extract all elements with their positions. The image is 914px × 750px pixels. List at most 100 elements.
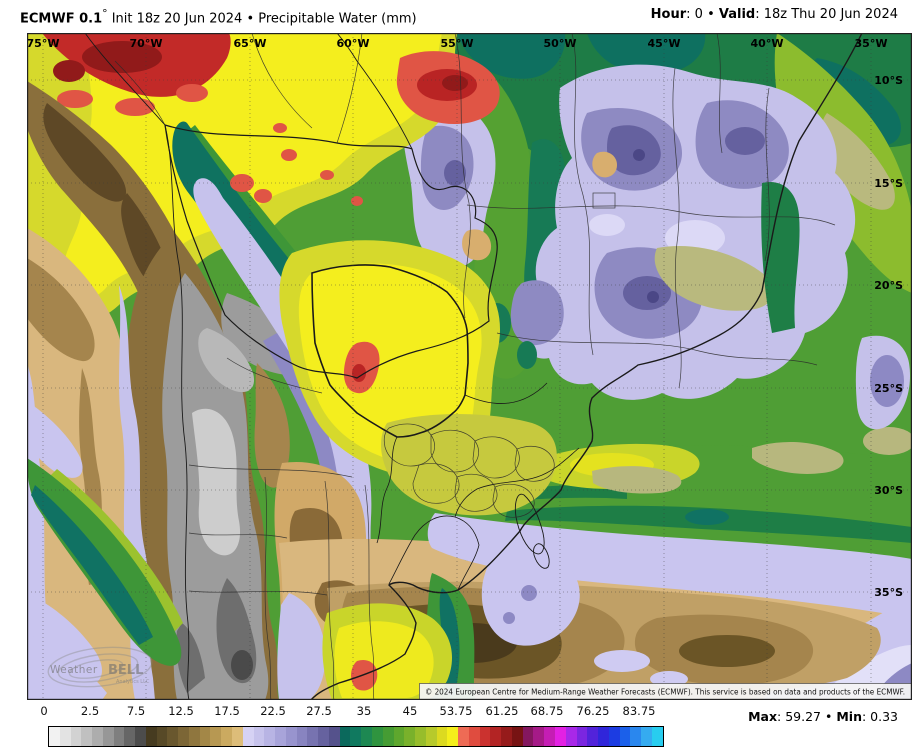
colorbar-swatch: [232, 727, 243, 746]
colorbar-tick-label: 22.5: [260, 704, 286, 718]
copyright-strip: © 2024 European Centre for Medium-Range …: [419, 683, 912, 700]
colorbar-tick-label: 12.5: [168, 704, 194, 718]
colorbar-tick-label: 83.75: [622, 704, 656, 718]
colorbar-swatch: [447, 727, 459, 746]
min-label: Min: [836, 709, 862, 724]
colorbar-swatch: [608, 727, 620, 746]
colorbar-swatch: [221, 727, 233, 746]
colorbar-swatch: [81, 727, 93, 746]
colorbar-swatch: [285, 727, 297, 746]
longitude-label: 65°W: [234, 37, 267, 50]
latitude-label: 10°S: [874, 74, 903, 87]
colorbar-swatch: [167, 727, 179, 746]
map-container: 75°W 70°W 65°W 60°W 55°W 50°W 45°W 40°W 35°W 10°S…: [27, 33, 912, 700]
pw-field: [27, 33, 912, 700]
max-min-stats: Max: 59.27 • Min: 0.33: [748, 709, 898, 724]
colorbar-swatch: [59, 727, 71, 746]
valid-time: Hour: 0 • Valid: 18z Thu 20 Jun 2024: [651, 7, 898, 22]
colorbar-swatch: [49, 727, 60, 746]
min-value: : 0.33: [861, 709, 898, 724]
colorbar-swatch: [188, 727, 200, 746]
latitude-label: 20°S: [874, 279, 903, 292]
latitude-label: 30°S: [874, 484, 903, 497]
colorbar: [48, 726, 664, 747]
colorbar-swatch: [511, 727, 523, 746]
colorbar-swatch: [92, 727, 103, 746]
colorbar-swatch: [264, 727, 276, 746]
colorbar-swatch: [587, 727, 599, 746]
hour-label: Hour: [650, 7, 687, 22]
separator: •: [702, 7, 719, 22]
colorbar-swatch: [318, 727, 329, 746]
colorbar-swatch: [641, 727, 652, 746]
longitude-label: 55°W: [441, 37, 474, 50]
map-frame: [27, 33, 912, 700]
colorbar-tick-label: 17.5: [214, 704, 240, 718]
colorbar-swatch: [415, 727, 426, 746]
colorbar-swatch: [145, 727, 157, 746]
colorbar-tick-label: 76.25: [576, 704, 610, 718]
colorbar-swatch: [296, 727, 308, 746]
colorbar-swatch: [328, 727, 340, 746]
colorbar-swatch: [156, 727, 168, 746]
colorbar-swatch: [70, 727, 82, 746]
colorbar-swatch: [425, 727, 437, 746]
colorbar-swatch: [436, 727, 448, 746]
colorbar-swatch: [371, 727, 383, 746]
colorbar-tick-label: 27.5: [306, 704, 332, 718]
colorbar-swatch: [275, 727, 286, 746]
longitude-label: 60°W: [337, 37, 370, 50]
longitude-label: 75°W: [27, 37, 59, 50]
colorbar-swatch: [135, 727, 146, 746]
colorbar-swatch: [210, 727, 222, 746]
state-borders: [114, 33, 836, 700]
colorbar-swatch: [124, 727, 136, 746]
longitude-label: 50°W: [544, 37, 577, 50]
degree-symbol: °: [102, 7, 108, 20]
colorbar-tick-label: 68.75: [530, 704, 564, 718]
colorbar-swatch: [199, 727, 211, 746]
copyright-text: © 2024 European Centre for Medium-Range …: [425, 687, 905, 697]
colorbar-swatch: [554, 727, 566, 746]
colorbar-swatch: [253, 727, 265, 746]
colorbar-tick-label: 0: [40, 704, 48, 718]
weather-map: 75°W 70°W 65°W 60°W 55°W 50°W 45°W 40°W 35°W 10°S…: [27, 33, 912, 700]
colorbar-swatch: [393, 727, 405, 746]
watermark-swirl-icon: [47, 646, 153, 688]
longitude-label: 35°W: [855, 37, 888, 50]
longitude-label: 45°W: [648, 37, 681, 50]
colorbar-tick-label: 2.5: [80, 704, 100, 718]
colorbar-swatch: [533, 727, 545, 746]
colorbar-swatch: [522, 727, 534, 746]
latitude-label: 25°S: [874, 382, 903, 395]
watermark-text-analytics: Analytics LLC: [116, 679, 150, 685]
colorbar-swatch: [468, 727, 480, 746]
title-bar: ECMWF 0.1° Init 18z 20 Jun 2024 • Precip…: [0, 0, 914, 33]
colorbar-tick-label: 61.25: [485, 704, 519, 718]
colorbar-tick-label: 7.5: [126, 704, 146, 718]
colorbar-tick-label: 45: [402, 704, 418, 718]
colorbar-swatch: [576, 727, 588, 746]
hour-value: : 0: [686, 7, 703, 22]
colorbar-swatch: [339, 727, 351, 746]
title-init-product: Init 18z 20 Jun 2024 • Precipitable Wate…: [107, 11, 417, 27]
max-label: Max: [748, 709, 778, 724]
colorbar-swatch: [544, 727, 555, 746]
colorbar-swatch: [598, 727, 609, 746]
longitude-label: 40°W: [751, 37, 784, 50]
watermark-text-bell: BELL: [108, 663, 143, 678]
longitude-label: 70°W: [130, 37, 163, 50]
valid-label: Valid: [718, 7, 756, 22]
colorbar-tick-label: 53.75: [439, 704, 473, 718]
colorbar-swatch: [501, 727, 512, 746]
model-name: ECMWF 0.1: [20, 11, 103, 27]
colorbar-swatch: [630, 727, 642, 746]
colorbar-swatch: [382, 727, 394, 746]
colorbar-swatch: [479, 727, 491, 746]
colorbar-swatch: [242, 727, 254, 746]
valid-value: : 18z Thu 20 Jun 2024: [755, 7, 898, 22]
colorbar-swatch: [619, 727, 631, 746]
colorbar-swatch: [178, 727, 189, 746]
colorbar-swatch: [350, 727, 362, 746]
watermark-text-weather: Weather: [50, 664, 98, 676]
